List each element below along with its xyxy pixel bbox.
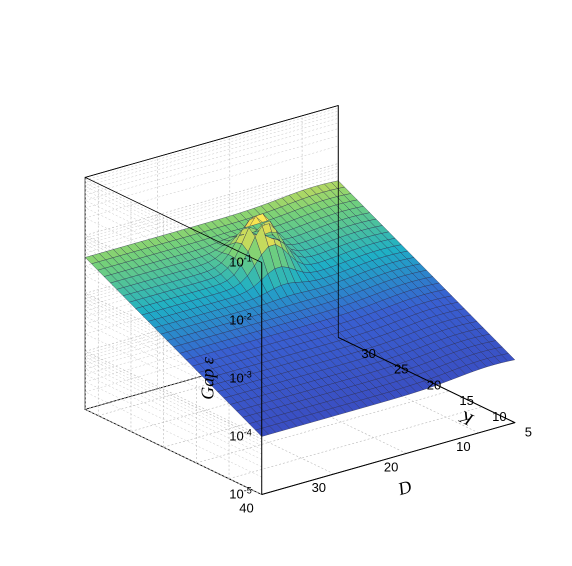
k-tick: 30: [361, 346, 375, 361]
d-tick: 40: [239, 500, 253, 515]
k-tick: 5: [525, 425, 532, 440]
plot-svg: 10-510-410-310-210-11020304051015202530G…: [0, 0, 572, 566]
k-tick: 25: [394, 362, 408, 377]
z-tick: 10-5: [229, 485, 251, 501]
k-tick: 20: [427, 377, 441, 392]
k-tick: 15: [459, 393, 473, 408]
k-tick: 10: [492, 409, 506, 424]
svg-text:D: D: [395, 476, 414, 499]
d-tick: 10: [456, 439, 470, 454]
svg-text:Gap ε: Gap ε: [198, 356, 218, 399]
z-axis-label: Gap ε: [198, 356, 218, 399]
d-tick: 30: [312, 480, 326, 495]
figure-3d-surface: 10-510-410-310-210-11020304051015202530G…: [0, 0, 572, 566]
x-axis-label: D: [395, 476, 414, 499]
d-tick: 20: [384, 459, 398, 474]
